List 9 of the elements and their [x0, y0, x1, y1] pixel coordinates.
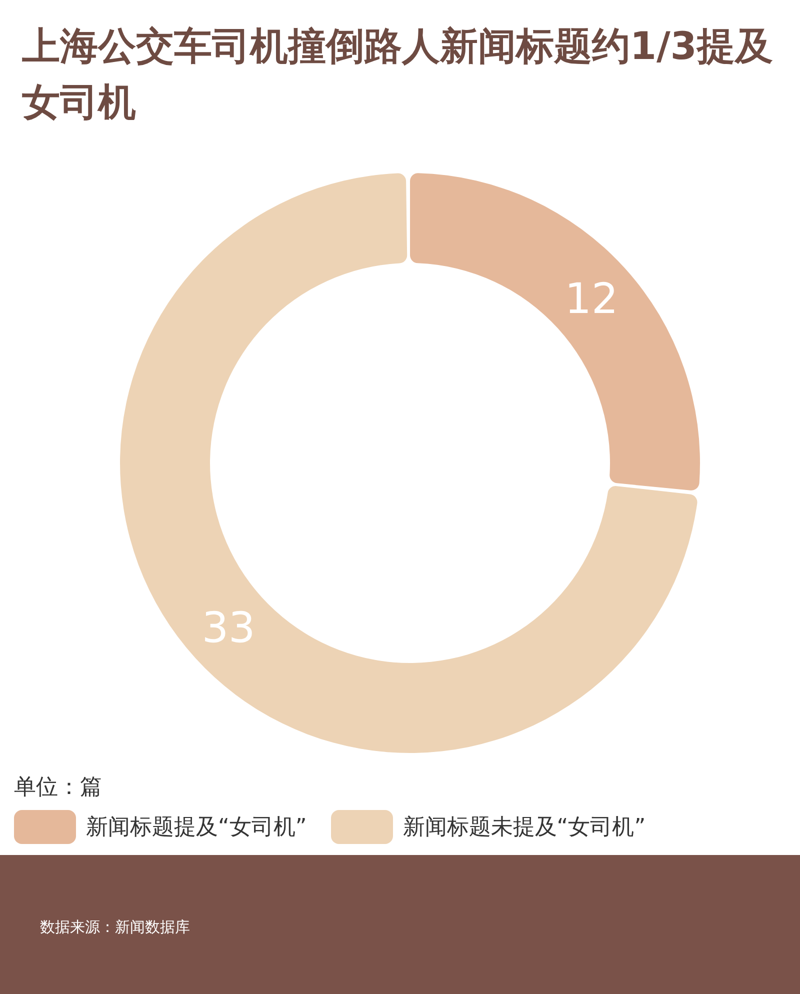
chart-title: 上海公交车司机撞倒路人新闻标题约1/3提及女司机 — [22, 23, 774, 126]
source-note: 数据来源：新闻数据库 — [40, 918, 190, 937]
donut-slice — [120, 173, 698, 753]
data-label: 12 — [564, 274, 618, 323]
legend-label: 新闻标题提及“女司机” — [86, 814, 307, 842]
data-label: 33 — [202, 603, 256, 652]
legend-label: 新闻标题未提及“女司机” — [402, 814, 646, 842]
donut-slice — [410, 173, 700, 490]
text: 单位：篇 — [14, 774, 102, 802]
